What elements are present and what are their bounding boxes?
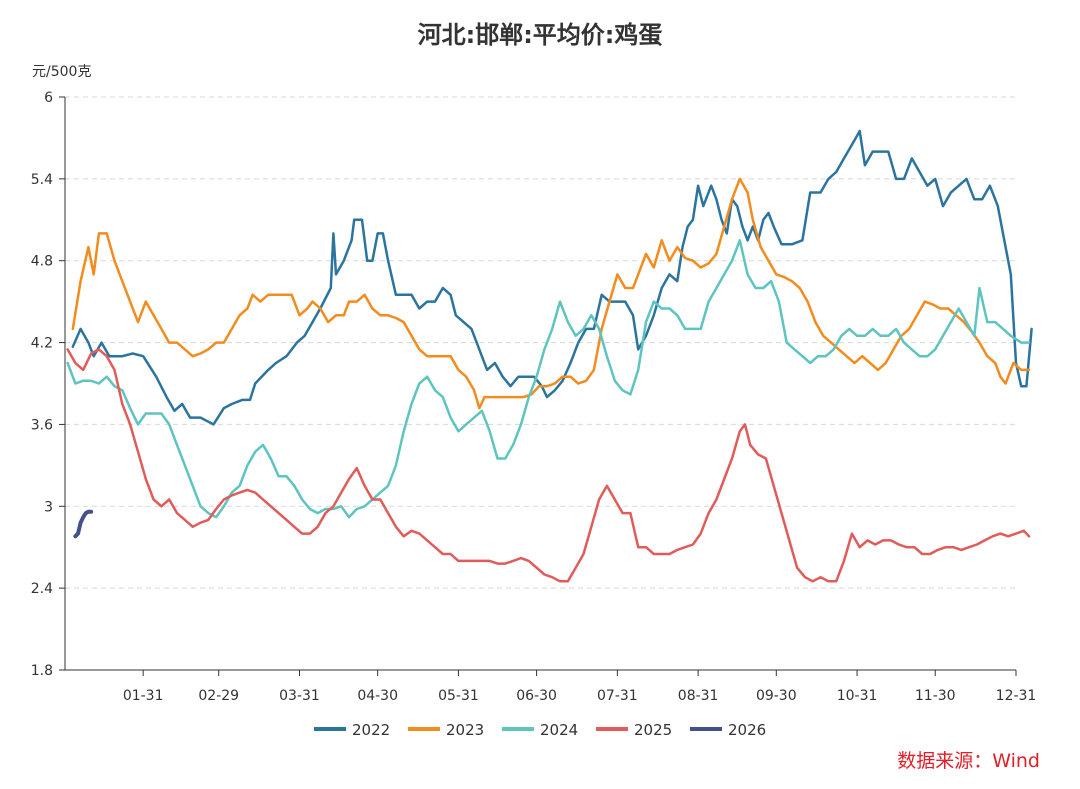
y-tick-label-4.2: 4.2 <box>31 336 53 352</box>
y-axis-ticks: 1.8 2.4 3 3.6 4.2 4.8 5.4 6 <box>31 90 65 679</box>
x-tick-label-05-31: 05-31 <box>438 688 479 704</box>
legend-swatch-2023 <box>408 727 440 731</box>
y-tick-label-5.4: 5.4 <box>31 172 53 188</box>
legend: 2022 2023 2024 2025 2026 <box>314 721 766 739</box>
y-tick-label-3.6: 3.6 <box>31 417 53 433</box>
series-lines <box>66 129 1033 583</box>
x-tick-label-12-31: 12-31 <box>996 688 1037 704</box>
legend-label-2024: 2024 <box>540 721 578 739</box>
legend-swatch-2022 <box>314 727 346 731</box>
legend-swatch-2025 <box>596 727 628 731</box>
x-tick-label-09-30: 09-30 <box>756 688 797 704</box>
y-tick-label-2.4: 2.4 <box>31 581 53 597</box>
x-axis-ticks: 01-31 02-29 03-31 04-30 05-31 06-30 07-31 08-31… <box>123 670 1037 704</box>
y-tick-label-1.8: 1.8 <box>31 663 53 679</box>
chart-title: 河北:邯郸:平均价:鸡蛋 <box>418 21 663 49</box>
x-tick-label-10-31: 10-31 <box>837 688 878 704</box>
y-tick-label-6: 6 <box>44 90 53 106</box>
series-line-2024 <box>66 239 1031 519</box>
gridlines <box>65 96 1016 589</box>
legend-swatch-2026 <box>690 727 722 731</box>
legend-label-2023: 2023 <box>446 721 484 739</box>
data-source-note: 数据来源：Wind <box>897 750 1040 772</box>
legend-label-2025: 2025 <box>634 721 672 739</box>
legend-label-2022: 2022 <box>352 721 390 739</box>
axes <box>64 97 1016 671</box>
series-line-2026 <box>73 509 94 539</box>
x-tick-label-08-31: 08-31 <box>678 688 719 704</box>
series-line-2025 <box>66 348 1031 583</box>
x-tick-label-11-30: 11-30 <box>915 688 956 704</box>
x-tick-label-07-31: 07-31 <box>597 688 638 704</box>
y-tick-label-4.8: 4.8 <box>31 254 53 270</box>
x-tick-label-02-29: 02-29 <box>198 688 239 704</box>
y-tick-label-3: 3 <box>44 499 53 515</box>
x-tick-label-03-31: 03-31 <box>279 688 320 704</box>
series-line-2023 <box>71 177 1031 410</box>
series-line-2022 <box>71 129 1033 426</box>
x-tick-label-06-30: 06-30 <box>516 688 557 704</box>
y-axis-unit-label: 元/500克 <box>32 64 91 80</box>
legend-label-2026: 2026 <box>728 721 766 739</box>
legend-swatch-2024 <box>502 727 534 731</box>
x-tick-label-01-31: 01-31 <box>123 688 164 704</box>
x-tick-label-04-30: 04-30 <box>357 688 398 704</box>
